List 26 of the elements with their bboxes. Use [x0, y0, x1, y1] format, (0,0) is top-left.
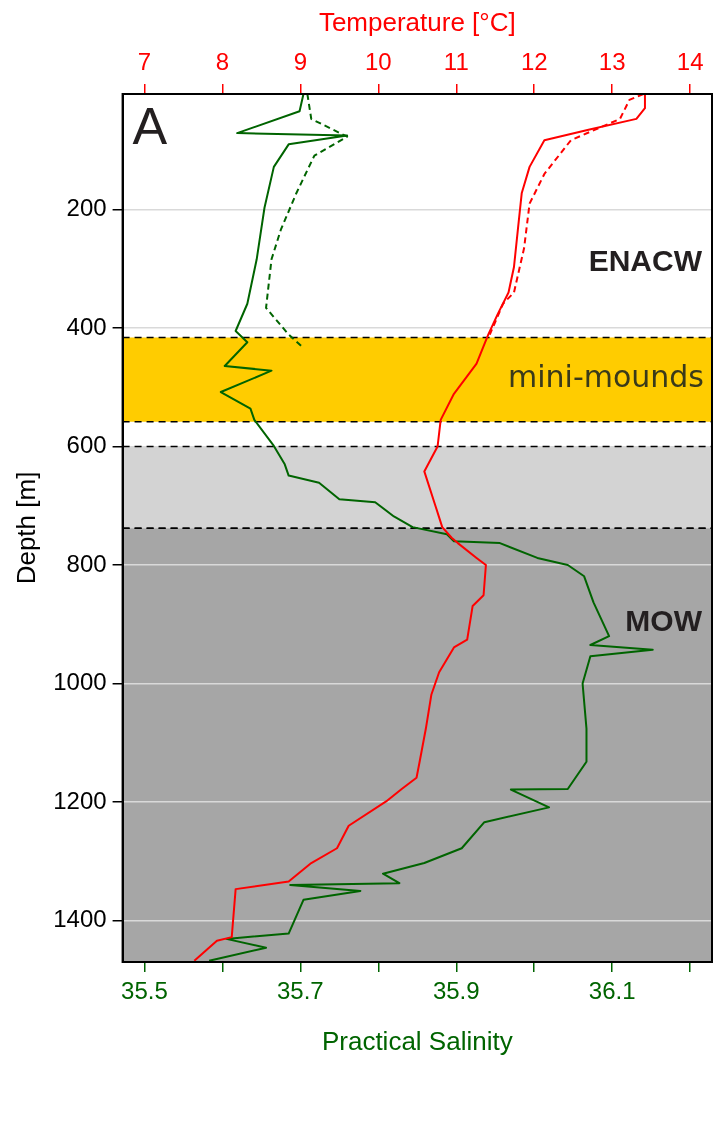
y-tick-label: 1400 — [53, 905, 107, 933]
x-axis-title: Practical Salinity — [321, 1025, 513, 1056]
y-tick-label: 400 — [66, 312, 107, 340]
x-tick-label: 36.1 — [588, 977, 636, 1005]
x2-tick-label: 10 — [364, 48, 392, 76]
x2-tick-label: 11 — [443, 48, 469, 76]
y-tick-label: 200 — [66, 194, 107, 222]
x2-tick-label: 13 — [598, 48, 626, 76]
x-tick-label: 35.5 — [121, 977, 168, 1005]
x2-tick-label: 12 — [520, 48, 548, 76]
annotation: A — [132, 97, 168, 156]
x2-tick-label: 8 — [215, 48, 230, 76]
x2-tick-label: 9 — [293, 48, 308, 76]
x-tick-label: 35.7 — [276, 977, 324, 1005]
x-tick-label: 35.9 — [432, 977, 480, 1005]
x2-tick-label: 14 — [676, 48, 704, 76]
y-tick-label: 600 — [66, 431, 107, 459]
x2-tick-label: 7 — [137, 48, 152, 76]
x2-axis-title: Temperature [°C] — [318, 6, 516, 37]
y-tick-label: 800 — [66, 549, 107, 577]
annotation: ENACW — [588, 243, 703, 277]
band-label: mini-mounds — [507, 359, 704, 395]
y-tick-label: 1000 — [53, 668, 107, 696]
y-axis-title: Depth [m] — [10, 471, 41, 585]
annotation: MOW — [625, 603, 703, 637]
y-tick-label: 1200 — [53, 786, 107, 814]
